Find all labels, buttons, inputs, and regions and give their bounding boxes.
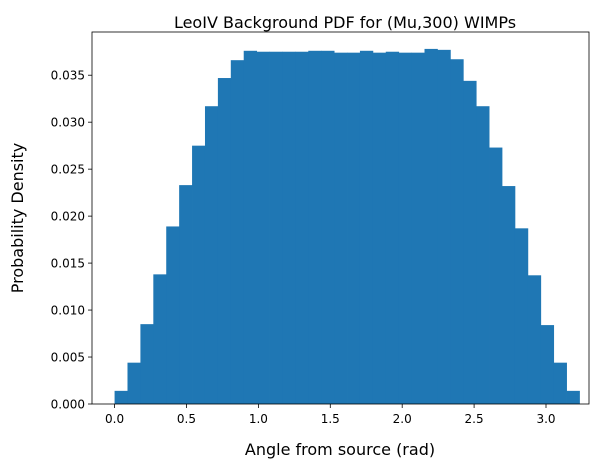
- histogram-bar: [256, 51, 270, 404]
- x-tick-label: 0.5: [177, 412, 196, 426]
- histogram-bar: [243, 50, 258, 404]
- histogram-bar: [127, 362, 141, 404]
- histogram-bar: [321, 50, 335, 404]
- x-axis-label: Angle from source (rad): [245, 440, 435, 459]
- histogram-bar: [230, 60, 245, 405]
- histogram-bar: [385, 51, 400, 404]
- y-tick-label: 0.005: [51, 351, 85, 365]
- histogram-bar: [489, 147, 503, 405]
- histogram-bar: [463, 80, 477, 404]
- y-tick-label: 0.000: [51, 398, 85, 412]
- histogram-bar: [411, 52, 425, 405]
- histogram-bar: [514, 228, 529, 404]
- x-tick-label: 2.5: [465, 412, 484, 426]
- histogram-bar: [282, 51, 296, 404]
- histogram-bar: [308, 50, 322, 404]
- x-tick-label: 0.0: [105, 412, 124, 426]
- y-tick-label: 0.035: [51, 69, 85, 83]
- histogram-bar: [424, 48, 438, 404]
- histogram-bar: [166, 226, 180, 404]
- y-axis-label: Probability Density: [8, 143, 27, 294]
- histogram-bar: [540, 325, 555, 404]
- histogram-bar: [372, 52, 387, 405]
- histogram-bar: [153, 274, 167, 404]
- histogram-bar: [140, 324, 154, 404]
- x-tick-label: 1.5: [321, 412, 340, 426]
- histogram-bar: [334, 52, 348, 405]
- histogram-bar: [179, 185, 193, 404]
- plot-frame: [91, 31, 590, 405]
- histogram-bar: [450, 59, 464, 405]
- y-tick-label: 0.020: [51, 210, 85, 224]
- x-tick-label: 3.0: [536, 412, 555, 426]
- histogram-bar: [217, 78, 232, 404]
- x-tick-label: 1.0: [249, 412, 268, 426]
- histogram-bar: [502, 186, 516, 404]
- y-tick-label: 0.010: [51, 304, 85, 318]
- chart-title: LeoIV Background PDF for (Mu,300) WIMPs: [174, 13, 516, 32]
- histogram-bar: [527, 275, 542, 404]
- histogram-bar: [192, 145, 206, 405]
- histogram-bar: [114, 390, 128, 404]
- histogram-bar: [269, 51, 283, 404]
- y-tick-label: 0.025: [51, 163, 85, 177]
- histogram-bar: [204, 106, 219, 405]
- y-tick-label: 0.015: [51, 257, 85, 271]
- x-tick-label: 2.0: [393, 412, 412, 426]
- histogram-bar: [476, 106, 490, 405]
- histogram-bar: [398, 52, 412, 405]
- y-tick-label: 0.030: [51, 116, 85, 130]
- y-axis-ticks: 0.000 0.005 0.010 0.015 0.020 0.025 0.030 0.035: [51, 69, 92, 412]
- histogram-bar: [347, 52, 361, 405]
- histogram-bar: [566, 390, 580, 404]
- bars-group: [114, 48, 580, 405]
- histogram-bar: [553, 362, 567, 404]
- histogram-bar: [359, 50, 374, 404]
- histogram-bar: [295, 51, 309, 404]
- histogram-bar: [437, 49, 451, 404]
- x-axis-ticks: 0.0 0.5 1.0 1.5 2.0 2.5 3.0: [105, 404, 556, 426]
